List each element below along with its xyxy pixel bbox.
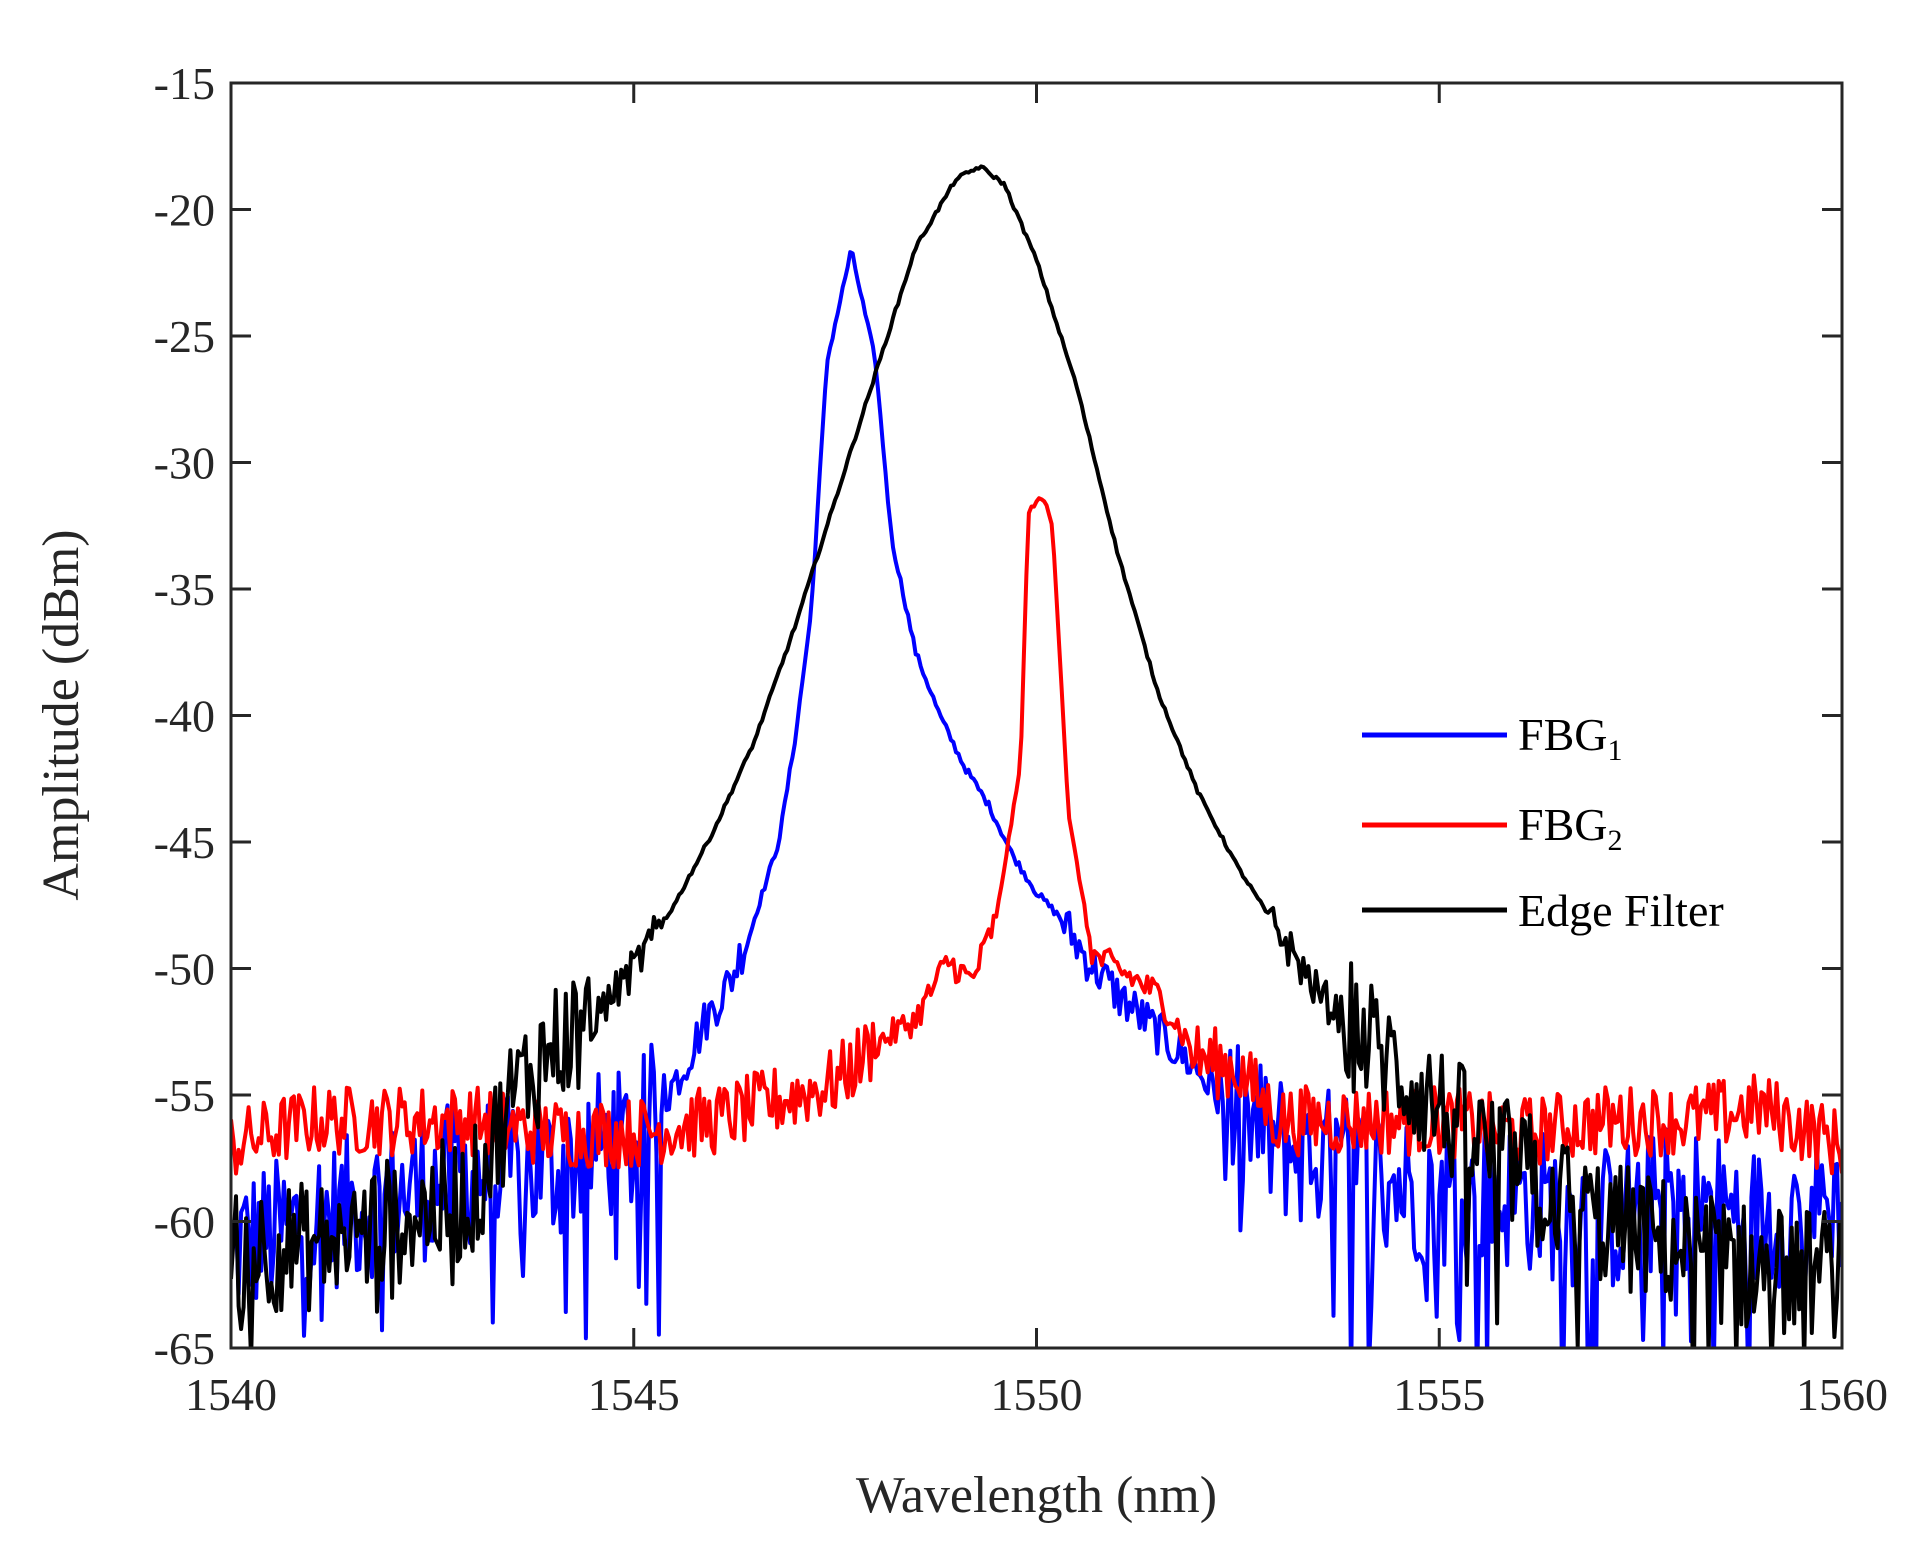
- series-line-edge-filter: [231, 164, 1842, 1348]
- x-axis-label: Wavelength (nm): [856, 1467, 1217, 1524]
- y-tick-label--15: -15: [154, 58, 215, 109]
- y-tick-label--40: -40: [154, 691, 215, 742]
- series-line-fbg1: [231, 250, 1842, 1348]
- legend: FBG1 FBG2 Edge Filter: [1362, 709, 1724, 936]
- x-tick-label-1540: 1540: [185, 1369, 277, 1420]
- y-tick-label--20: -20: [154, 185, 215, 236]
- x-tick-label-1560: 1560: [1796, 1369, 1888, 1420]
- legend-label-fbg1-main: FBG: [1518, 709, 1607, 760]
- legend-label-fbg2: FBG2: [1518, 799, 1622, 857]
- legend-label-fbg2-main: FBG: [1518, 799, 1607, 850]
- x-tick-label-1545: 1545: [588, 1369, 680, 1420]
- legend-label-edge-filter: Edge Filter: [1518, 885, 1724, 936]
- y-tick-label--65: -65: [154, 1323, 215, 1374]
- legend-label-fbg1-sub: 1: [1607, 734, 1622, 767]
- series-layer: [231, 164, 1842, 1348]
- y-tick-label--55: -55: [154, 1070, 215, 1121]
- legend-label-fbg1: FBG1: [1518, 709, 1622, 767]
- y-axis-label: Amplitude (dBm): [33, 529, 90, 900]
- y-tick-label--25: -25: [154, 311, 215, 362]
- ticks-layer: 1540 1545 1550 1555 1560 -15 -20 -25 -30 -35 -40 -4…: [154, 58, 1888, 1420]
- legend-label-fbg2-sub: 2: [1607, 824, 1622, 857]
- y-tick-label--45: -45: [154, 817, 215, 868]
- y-tick-label--30: -30: [154, 438, 215, 489]
- x-tick-label-1555: 1555: [1393, 1369, 1485, 1420]
- y-tick-label--35: -35: [154, 564, 215, 615]
- y-tick-label--50: -50: [154, 944, 215, 995]
- y-tick-label--60: -60: [154, 1197, 215, 1248]
- x-tick-label-1550: 1550: [991, 1369, 1083, 1420]
